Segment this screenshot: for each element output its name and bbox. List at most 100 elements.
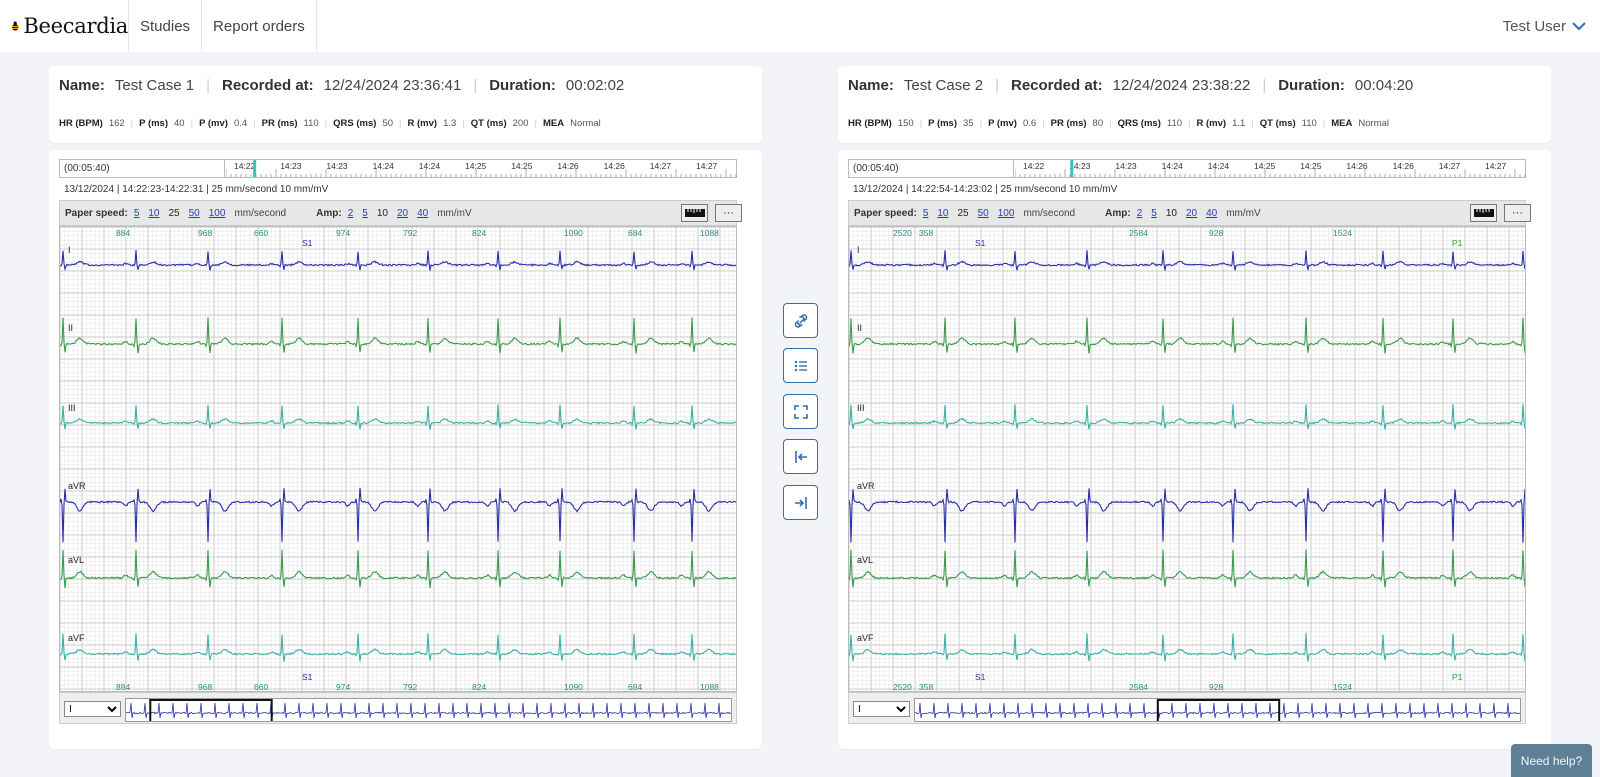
fullscreen-icon [793, 404, 808, 419]
brand-logo[interactable]: Beecardia [0, 0, 129, 52]
paper-speed-option[interactable]: 10 [148, 207, 160, 219]
paper-speed-option[interactable]: 100 [208, 207, 226, 219]
timeline-scrubber[interactable]: (00:05:40) 14:22 14:23 14:23 14:24 14:24 14:25… [848, 159, 1526, 178]
nav-report-orders[interactable]: Report orders [202, 0, 317, 52]
brand-name: Beecardia [23, 14, 128, 38]
duration-value: 00:02:02 [565, 77, 625, 94]
amp-option[interactable]: 5 [362, 207, 368, 219]
more-options-button[interactable]: ··· [1504, 204, 1531, 222]
paper-speed-option[interactable]: 10 [937, 207, 949, 219]
amp-option[interactable]: 10 [1165, 207, 1177, 219]
link-button[interactable] [783, 303, 818, 338]
amp-unit: mm/mV [1226, 207, 1261, 219]
ecg-toolbar: Paper speed: 5 10 25 50 100 mm/second Amp: 2 5 10 2… [848, 200, 1531, 226]
timeline-tick-label: 14:27 [1485, 161, 1507, 171]
amp-option[interactable]: 20 [396, 207, 409, 219]
timeline-tick-label: 14:23 [280, 161, 302, 171]
ecg-strip[interactable]: I II III aVR aVL aVF 884 884 968 968 660 660 974 974 7… [59, 226, 737, 692]
strip-caption: 13/12/2024 | 14:22:54-14:23:02 | 25 mm/s… [853, 184, 1118, 195]
expand-right-button[interactable] [783, 485, 818, 520]
event-marker-label[interactable]: S1 [302, 238, 313, 248]
metric-label: P (ms) [928, 118, 958, 129]
timeline-marker[interactable] [1070, 160, 1074, 177]
chevron-down-icon [1572, 22, 1586, 31]
fullscreen-button[interactable] [783, 394, 818, 429]
amp-option[interactable]: 40 [417, 207, 429, 219]
paper-speed-option[interactable]: 25 [168, 207, 180, 219]
need-help-button[interactable]: Need help? [1511, 744, 1592, 777]
amp-option[interactable]: 2 [1136, 207, 1143, 219]
minimap-window[interactable] [1156, 699, 1281, 722]
metric-item: HR (BPM) 162 [59, 118, 125, 129]
paper-speed-option[interactable]: 5 [922, 207, 929, 219]
paper-speed-option[interactable]: 5 [133, 207, 140, 219]
overview-minimap[interactable] [125, 698, 732, 722]
rr-interval-label: 358 [919, 682, 933, 692]
metric-label: QRS (ms) [333, 118, 377, 129]
rr-interval-label: 928 [1209, 682, 1223, 692]
amp-option[interactable]: 20 [1185, 207, 1198, 219]
lead-label: aVR [68, 481, 86, 491]
metric-label: R (mv) [407, 118, 438, 129]
rr-interval-label: 1524 [1333, 682, 1352, 692]
metric-label: P (mv) [988, 118, 1017, 129]
timeline-tick-label: 14:22 [1023, 161, 1045, 171]
metric-value: 1.1 [1232, 118, 1246, 129]
metric-value: Normal [1358, 118, 1390, 129]
recorded-at-value: 12/24/2024 23:38:22 [1112, 77, 1251, 94]
list-button[interactable] [783, 348, 818, 383]
nav-studies[interactable]: Studies [129, 0, 203, 52]
separator: | [190, 118, 194, 129]
timeline-ruler: 14:22 14:23 14:23 14:24 14:24 14:25 14:25 14:26… [226, 160, 737, 177]
ecg-trace-i [849, 250, 1525, 271]
event-marker-label[interactable]: P1 [1452, 238, 1463, 248]
metrics-row: HR (BPM) 162 | P (ms) 40 | P (mv) 0.4 | PR (ms) 11… [59, 118, 601, 129]
paper-speed-option[interactable]: 25 [957, 207, 969, 219]
paper-speed-option[interactable]: 50 [188, 207, 200, 219]
amp-option[interactable]: 40 [1206, 207, 1218, 219]
ruler-button[interactable] [1470, 204, 1497, 222]
separator: | [1262, 77, 1267, 94]
timeline-marker[interactable] [253, 160, 257, 177]
rr-interval-label: 684 [628, 228, 642, 238]
ecg-viewer-card: (00:05:40) 14:22 14:23 14:23 14:24 14:24 14:25… [49, 150, 762, 749]
metric-item: P (ms) 35 [928, 118, 973, 129]
overview-minimap[interactable] [914, 698, 1521, 722]
timeline-scrubber[interactable]: (00:05:40) 14:22 14:23 14:23 14:24 14:24 14:25… [59, 159, 737, 178]
metric-item: HR (BPM) 150 [848, 118, 914, 129]
metric-item: PR (ms) 110 [262, 118, 319, 129]
ecg-strip[interactable]: I II III aVR aVL aVF 2520 2520 358 358 2584 2584 928… [848, 226, 1526, 692]
user-menu[interactable]: Test User [1503, 0, 1586, 52]
amp-option[interactable]: 2 [347, 207, 354, 219]
strip-caption: 13/12/2024 | 14:22:23-14:22:31 | 25 mm/s… [64, 184, 329, 195]
separator: | [1251, 118, 1254, 129]
rr-interval-label: 884 [116, 682, 130, 692]
lead-select[interactable]: I [64, 701, 121, 717]
duration-label: Duration: [489, 77, 556, 94]
ecg-viewer-card: (00:05:40) 14:22 14:23 14:23 14:24 14:24 14:25… [838, 150, 1551, 749]
duration-label: Duration: [1278, 77, 1345, 94]
minimap-window[interactable] [149, 699, 273, 722]
event-marker-label[interactable]: S1 [975, 238, 986, 248]
study-info-card: Name: Test Case 2 | Recorded at: 12/24/2024 … [838, 66, 1551, 143]
amp-option[interactable]: 10 [376, 207, 388, 219]
ruler-button[interactable] [681, 204, 708, 222]
rr-interval-label: 358 [919, 228, 933, 238]
timeline-tick-label: 14:27 [1439, 161, 1461, 171]
lead-label: I [68, 245, 71, 255]
study-header: Name: Test Case 2 | Recorded at: 12/24/2024 … [848, 77, 1413, 94]
metric-item: R (mv) 1.1 [1197, 118, 1246, 129]
paper-speed-option[interactable]: 50 [977, 207, 989, 219]
more-options-button[interactable]: ··· [715, 204, 742, 222]
study-header: Name: Test Case 1 | Recorded at: 12/24/2024 … [59, 77, 624, 94]
event-marker-label[interactable]: S1 [975, 672, 986, 682]
event-marker-label[interactable]: P1 [1452, 672, 1463, 682]
event-marker-label[interactable]: S1 [302, 672, 313, 682]
collapse-left-button[interactable] [783, 439, 818, 474]
ecg-trace-avr [849, 488, 1525, 543]
amp-option[interactable]: 5 [1151, 207, 1157, 219]
expand-right-icon [794, 496, 807, 509]
paper-speed-option[interactable]: 100 [997, 207, 1015, 219]
list-icon [794, 360, 807, 371]
lead-select[interactable]: I [853, 701, 910, 717]
